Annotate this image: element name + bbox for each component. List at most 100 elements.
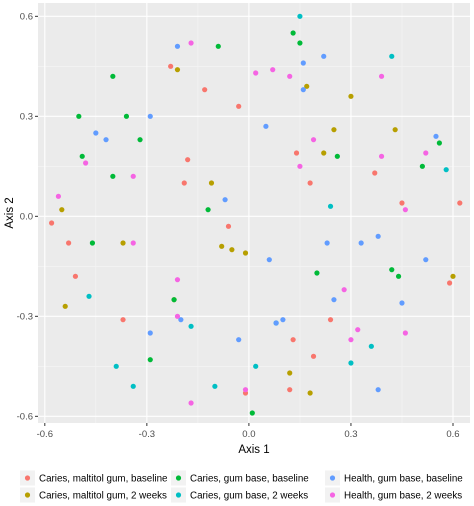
data-point	[130, 173, 136, 179]
data-point	[66, 240, 72, 246]
legend-key-point	[175, 475, 182, 481]
data-point	[423, 150, 429, 156]
data-point	[395, 273, 402, 279]
data-point	[378, 153, 385, 159]
y-tick-label: -0.3	[17, 312, 33, 323]
data-point	[120, 240, 126, 246]
data-point	[103, 137, 109, 143]
data-point	[266, 257, 272, 263]
x-axis-ticks: -0.6 -0.3 0.0 0.3 0.6	[37, 423, 460, 440]
data-point	[202, 87, 208, 93]
data-point	[59, 207, 65, 213]
data-point	[49, 220, 55, 226]
legend-label: Caries, maltitol gum, 2 weeks	[39, 491, 167, 502]
data-point	[436, 140, 442, 146]
y-axis-title: Axis 2	[4, 197, 16, 228]
data-point	[208, 180, 215, 186]
data-point	[236, 337, 242, 343]
data-point	[297, 163, 303, 169]
data-point	[321, 150, 327, 156]
data-point	[300, 87, 306, 93]
data-point	[290, 30, 296, 36]
data-point	[392, 127, 398, 133]
data-point	[236, 103, 242, 109]
legend-key-point	[175, 492, 182, 498]
data-point	[178, 317, 184, 323]
data-point	[147, 330, 153, 336]
data-point	[215, 43, 221, 49]
data-point	[348, 337, 354, 343]
data-point	[212, 383, 218, 389]
data-point	[402, 207, 408, 213]
data-point	[249, 410, 255, 416]
data-point	[297, 13, 303, 19]
x-tick-label: 0.0	[242, 429, 255, 440]
legend-label: Health, gum base, 2 weeks	[344, 491, 462, 502]
data-point	[147, 357, 153, 363]
data-point	[368, 343, 374, 349]
data-point	[314, 270, 320, 276]
data-point	[147, 113, 153, 119]
data-point	[280, 317, 286, 323]
data-point	[110, 173, 116, 179]
y-tick-label: 0.3	[20, 112, 33, 123]
data-point	[419, 163, 425, 169]
legend-key-point	[329, 475, 336, 481]
data-point	[300, 60, 306, 66]
data-point	[174, 313, 181, 319]
data-point	[446, 280, 453, 286]
data-point	[457, 200, 463, 206]
data-point	[304, 83, 310, 89]
data-point	[219, 243, 225, 249]
data-point	[378, 73, 385, 79]
legend-key-point	[24, 475, 31, 481]
data-point	[174, 277, 181, 283]
data-point	[375, 233, 381, 239]
data-point	[185, 157, 191, 163]
legend-label: Caries, maltitol gum, baseline	[39, 474, 168, 485]
data-point	[331, 127, 337, 133]
data-point	[229, 247, 235, 253]
data-point	[222, 197, 228, 203]
data-point	[253, 363, 259, 369]
data-point	[120, 317, 126, 323]
data-point	[287, 387, 293, 393]
x-tick-label: 0.3	[344, 429, 357, 440]
data-point	[399, 200, 405, 206]
data-point	[341, 287, 347, 293]
data-point	[137, 137, 143, 143]
data-point	[174, 67, 181, 73]
data-point	[327, 317, 334, 323]
data-point	[287, 73, 293, 79]
data-point	[83, 160, 89, 166]
data-point	[130, 383, 136, 389]
data-point	[123, 113, 130, 119]
data-point	[55, 193, 62, 199]
y-tick-label: -0.6	[17, 412, 33, 423]
data-point	[297, 40, 303, 46]
data-point	[348, 360, 354, 366]
x-tick-label: -0.3	[139, 429, 155, 440]
data-point	[310, 137, 317, 143]
data-point	[310, 353, 317, 359]
data-point	[372, 170, 378, 176]
data-point	[402, 330, 408, 336]
data-point	[443, 167, 449, 173]
data-point	[307, 390, 313, 396]
data-point	[242, 387, 249, 393]
data-point	[188, 323, 194, 329]
data-point	[76, 113, 82, 119]
data-point	[389, 267, 395, 273]
legend-label: Caries, gum base, 2 weeks	[190, 491, 308, 502]
data-point	[290, 337, 296, 343]
data-point	[174, 43, 181, 49]
data-point	[188, 40, 194, 46]
data-point	[355, 327, 361, 333]
data-point	[171, 297, 177, 303]
legend-key-point	[329, 492, 336, 498]
data-point	[334, 153, 340, 159]
data-point	[348, 93, 354, 99]
data-point	[307, 180, 313, 186]
data-point	[263, 123, 269, 129]
